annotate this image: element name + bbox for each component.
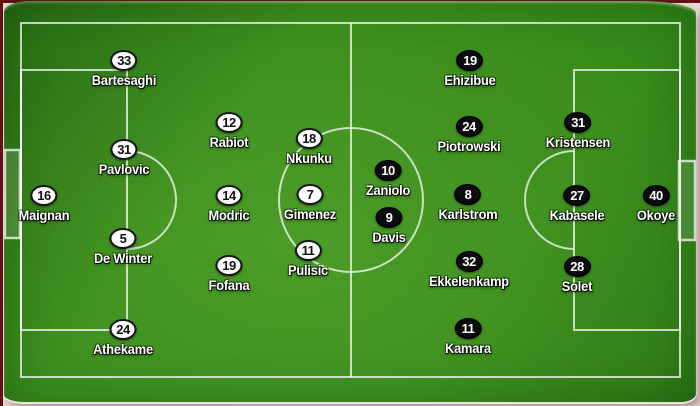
player-marker-zaniolo[interactable]: 10 Zaniolo — [365, 160, 412, 198]
player-name-label: Fofana — [208, 278, 250, 293]
player-name-label: Ehizibue — [444, 73, 496, 88]
player-marker-rabiot[interactable]: 12 Rabiot — [209, 112, 250, 150]
player-name-label: Zaniolo — [365, 183, 411, 198]
player-number-badge: 31 — [110, 139, 138, 160]
player-name-label: Modric — [208, 208, 250, 223]
player-name-label: Solet — [561, 279, 593, 294]
left-goal — [4, 148, 22, 240]
player-number-badge: 31 — [564, 112, 592, 133]
player-marker-ehizibue[interactable]: 19 Ehizibue — [443, 50, 497, 88]
player-number-badge: 11 — [294, 240, 322, 261]
player-number-badge: 10 — [374, 160, 402, 181]
player-name-label: Kamara — [445, 341, 491, 356]
player-marker-karlstrom[interactable]: 8 Karlstrom — [437, 184, 499, 222]
player-number-badge: 5 — [109, 228, 137, 249]
player-name-label: Maignan — [18, 208, 70, 223]
player-name-label: Pavlovic — [98, 162, 150, 177]
player-number-badge: 7 — [296, 184, 324, 205]
player-name-label: Kristensen — [545, 135, 611, 150]
player-number-badge: 14 — [215, 185, 243, 206]
player-marker-solet[interactable]: 28 Solet — [561, 256, 593, 294]
player-number-badge: 8 — [454, 184, 482, 205]
player-number-badge: 11 — [454, 318, 482, 339]
player-name-label: De Winter — [93, 251, 153, 266]
player-name-label: Athekame — [93, 342, 153, 357]
player-marker-pulisic[interactable]: 11 Pulisic — [287, 240, 329, 278]
right-penalty-arc — [524, 150, 575, 250]
player-number-badge: 12 — [215, 112, 243, 133]
player-marker-piotrowski[interactable]: 24 Piotrowski — [436, 116, 502, 154]
player-marker-kristensen[interactable]: 31 Kristensen — [544, 112, 612, 150]
player-name-label: Okoye — [636, 208, 676, 223]
player-marker-modric[interactable]: 14 Modric — [207, 185, 250, 223]
player-number-badge: 40 — [642, 185, 670, 206]
player-number-badge: 32 — [455, 251, 483, 272]
player-number-badge: 24 — [455, 116, 483, 137]
player-number-badge: 9 — [375, 207, 403, 228]
player-number-badge: 19 — [215, 255, 243, 276]
player-marker-gimenez[interactable]: 7 Gimenez — [283, 184, 338, 222]
player-marker-pavlovic[interactable]: 31 Pavlovic — [97, 139, 150, 177]
player-name-label: Ekkelenkamp — [429, 274, 509, 289]
left-penalty-arc — [126, 150, 177, 250]
player-marker-kamara[interactable]: 11 Kamara — [444, 318, 492, 356]
player-name-label: Nkunku — [286, 151, 332, 166]
player-marker-athekame[interactable]: 24 Athekame — [92, 319, 155, 357]
player-number-badge: 19 — [456, 50, 484, 71]
player-number-badge: 33 — [110, 50, 138, 71]
player-number-badge: 16 — [30, 185, 58, 206]
player-name-label: Karlstrom — [438, 207, 498, 222]
player-marker-fofana[interactable]: 19 Fofana — [207, 255, 250, 293]
player-number-badge: 27 — [563, 185, 591, 206]
player-number-badge: 24 — [109, 319, 137, 340]
player-marker-bartesaghi[interactable]: 33 Bartesaghi — [90, 50, 158, 88]
page-border-left — [0, 0, 3, 406]
center-circle — [278, 127, 424, 273]
player-marker-davis[interactable]: 9 Davis — [371, 207, 406, 245]
player-name-label: Davis — [372, 230, 406, 245]
player-number-badge: 18 — [295, 128, 323, 149]
player-name-label: Gimenez — [283, 207, 337, 222]
player-name-label: Bartesaghi — [91, 73, 157, 88]
player-marker-okoye[interactable]: 40 Okoye — [636, 185, 676, 223]
player-name-label: Rabiot — [209, 135, 249, 150]
player-number-badge: 28 — [563, 256, 591, 277]
right-goal — [677, 159, 696, 242]
player-name-label: Piotrowski — [437, 139, 501, 154]
player-name-label: Kabasele — [549, 208, 605, 223]
player-marker-ekkelenkamp[interactable]: 32 Ekkelenkamp — [427, 251, 511, 289]
player-marker-maignan[interactable]: 16 Maignan — [17, 185, 70, 223]
player-name-label: Pulisic — [287, 263, 329, 278]
player-marker-kabasele[interactable]: 27 Kabasele — [548, 185, 606, 223]
player-marker-de-winter[interactable]: 5 De Winter — [92, 228, 153, 266]
player-marker-nkunku[interactable]: 18 Nkunku — [285, 128, 333, 166]
